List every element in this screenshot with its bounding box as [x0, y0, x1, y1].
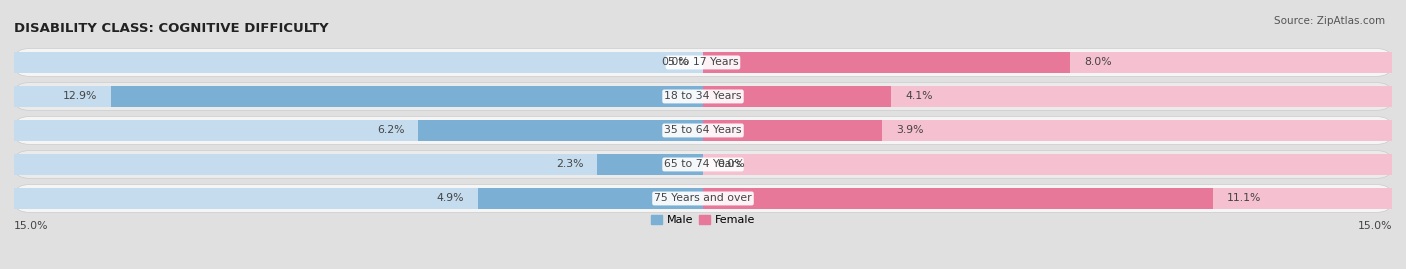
Text: DISABILITY CLASS: COGNITIVE DIFFICULTY: DISABILITY CLASS: COGNITIVE DIFFICULTY — [14, 22, 329, 35]
Bar — [703, 52, 1070, 73]
Bar — [14, 154, 703, 175]
Text: 0.0%: 0.0% — [717, 160, 745, 169]
Bar — [703, 120, 1392, 141]
Text: 65 to 74 Years: 65 to 74 Years — [664, 160, 742, 169]
Bar — [418, 120, 703, 141]
Text: 5 to 17 Years: 5 to 17 Years — [668, 58, 738, 68]
Text: 4.1%: 4.1% — [905, 91, 932, 101]
FancyBboxPatch shape — [14, 116, 1392, 144]
Bar — [703, 120, 882, 141]
FancyBboxPatch shape — [14, 48, 1392, 76]
Text: 11.1%: 11.1% — [1226, 193, 1261, 203]
Bar — [478, 188, 703, 209]
Text: 75 Years and over: 75 Years and over — [654, 193, 752, 203]
Text: 18 to 34 Years: 18 to 34 Years — [664, 91, 742, 101]
Text: 3.9%: 3.9% — [896, 125, 924, 136]
Bar — [703, 86, 1392, 107]
Bar — [14, 188, 703, 209]
Text: 6.2%: 6.2% — [377, 125, 405, 136]
Bar — [703, 188, 1392, 209]
Legend: Male, Female: Male, Female — [647, 210, 759, 229]
Text: 35 to 64 Years: 35 to 64 Years — [664, 125, 742, 136]
Bar — [598, 154, 703, 175]
Bar — [703, 86, 891, 107]
Bar — [703, 154, 1392, 175]
Text: 15.0%: 15.0% — [1357, 221, 1392, 231]
FancyBboxPatch shape — [14, 151, 1392, 178]
FancyBboxPatch shape — [14, 83, 1392, 110]
FancyBboxPatch shape — [14, 185, 1392, 213]
Text: 15.0%: 15.0% — [14, 221, 49, 231]
Text: Source: ZipAtlas.com: Source: ZipAtlas.com — [1274, 16, 1385, 26]
Bar — [703, 52, 1392, 73]
Bar — [14, 120, 703, 141]
Bar — [111, 86, 703, 107]
Bar — [703, 188, 1213, 209]
Text: 8.0%: 8.0% — [1084, 58, 1112, 68]
Text: 2.3%: 2.3% — [557, 160, 583, 169]
Bar — [14, 86, 703, 107]
Text: 12.9%: 12.9% — [62, 91, 97, 101]
Text: 0.0%: 0.0% — [661, 58, 689, 68]
Bar — [14, 52, 703, 73]
Text: 4.9%: 4.9% — [437, 193, 464, 203]
